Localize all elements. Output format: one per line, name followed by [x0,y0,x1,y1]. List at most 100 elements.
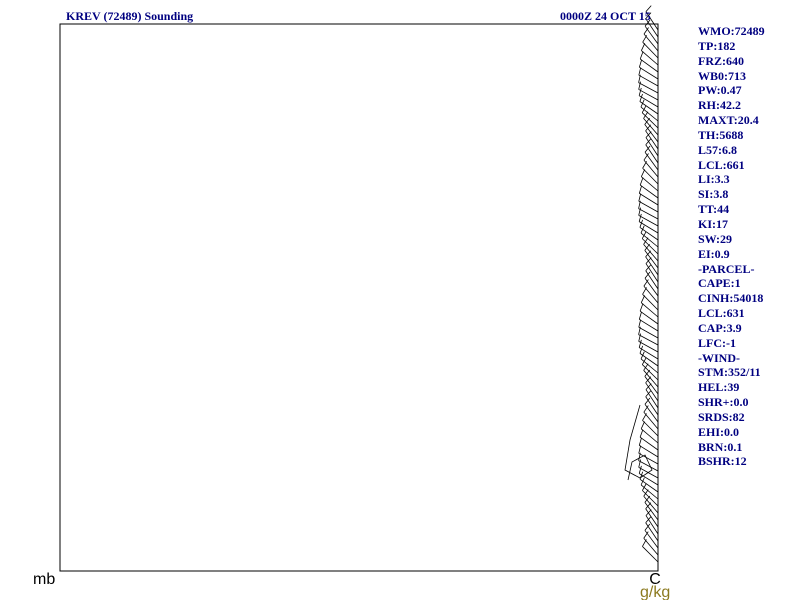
wind-barb [642,294,659,311]
wind-barb [638,82,659,94]
wind-barb-flag [642,287,647,295]
wind-barb-flag [643,111,649,119]
wind-barb [638,95,659,108]
wind-barb [643,537,659,556]
wind-barb [644,278,659,297]
wind-barb [642,167,659,185]
index-item: LI:3.3 [698,172,730,187]
wind-barb-flag [638,200,641,209]
wind-barbs [624,5,659,563]
wind-barb-flag [639,303,644,312]
wind-barb-flag [644,523,651,531]
wind-barb-flag [645,376,652,384]
wind-barb-flag [638,193,642,202]
wind-barb [644,124,659,143]
wind-barb-flag [638,74,641,83]
wind-barb-flag [645,138,652,145]
wind-barb [638,74,659,87]
wind-barb-flag [641,231,647,239]
wind-barb [645,522,659,542]
index-item: SI:3.8 [698,187,729,202]
wind-barb-flag [640,225,645,234]
wind-barb [645,396,659,416]
wind-barb [639,436,659,451]
wind-barb [638,215,659,227]
wind-barb [638,200,659,213]
wind-barb [642,364,659,381]
sounding-indices-panel: WMO:72489 TP:182 FRZ:640 WB0:713 PW:0.47 RH:4… [698,24,798,469]
wind-barb [639,66,659,80]
wind-barb [641,50,659,66]
index-item: TP:182 [698,38,736,53]
wind-barb-flag [638,459,642,468]
hodograph [624,404,653,481]
wind-barb [645,508,659,528]
wind-barb-flag [639,345,644,354]
wind-barb-flag [644,397,651,405]
index-item: -WIND- [698,350,740,365]
wind-barb [645,11,659,31]
wind-barb [643,370,659,388]
wind-barb-flag [644,495,651,503]
wind-barb-flag [644,117,650,125]
wind-barb-flag [640,421,645,429]
wind-barb [639,184,659,199]
wind-barb-flag [638,311,642,320]
wind-barb [641,176,659,192]
wind-barb [644,376,659,395]
wind-barb [645,515,659,535]
index-item: LCL:661 [698,157,745,172]
index-item: HEL:39 [698,380,740,395]
wind-barb [645,270,659,290]
wind-barb-flag [644,369,651,377]
index-item: BRN:0.1 [698,439,743,454]
wind-barb [645,144,659,164]
wind-barb-flag [638,452,641,461]
wind-barb [639,193,659,206]
index-item: CAP:3.9 [698,320,742,335]
wind-barb-flag [642,483,647,491]
wind-barb [639,58,659,73]
wind-barb [638,221,659,234]
wind-barb-flag [638,339,642,348]
wind-barb [643,411,659,430]
wind-barb [643,244,659,262]
wind-barb-flag [638,213,642,222]
wind-barb [638,452,659,465]
wind-barb-flag [645,264,652,271]
wind-barb-flag [645,383,652,390]
index-item: L57:6.8 [698,142,737,157]
wind-barb-flag [640,169,646,177]
wind-barb-flag [638,67,642,76]
wind-barb [644,25,659,45]
time-title: 0000Z 24 OCT 15 [560,9,651,23]
wind-barb [645,382,659,402]
wind-barb-flag [645,509,652,516]
wind-barb-flag [643,363,649,371]
wind-barb-flag [638,333,641,342]
wind-barb-flag [640,477,645,486]
wind-barb [643,495,659,514]
wind-barb [638,334,659,346]
mixing-ratio-unit-label: g/kg [640,584,670,600]
wind-barb [645,137,659,157]
wind-barb-flag [643,153,649,161]
wind-barb-flag [639,219,643,228]
wind-barb [643,33,659,52]
index-item: KI:17 [698,216,728,231]
index-item: BSHR:12 [698,454,747,469]
wind-barb-flag [640,295,645,303]
index-item: WMO:72489 [698,24,765,38]
wind-barb-flag [638,465,642,474]
wind-barb-flag [638,326,641,335]
wind-barb [641,302,659,318]
wind-barb [638,326,659,339]
wind-barb [642,238,659,255]
wind-barb-flag [642,539,647,547]
index-item: TT:44 [698,202,730,217]
wind-barb-flag [639,51,644,60]
wind-barb-flag [640,351,645,360]
wind-barb-flag [639,93,643,102]
wind-barb [638,341,659,353]
